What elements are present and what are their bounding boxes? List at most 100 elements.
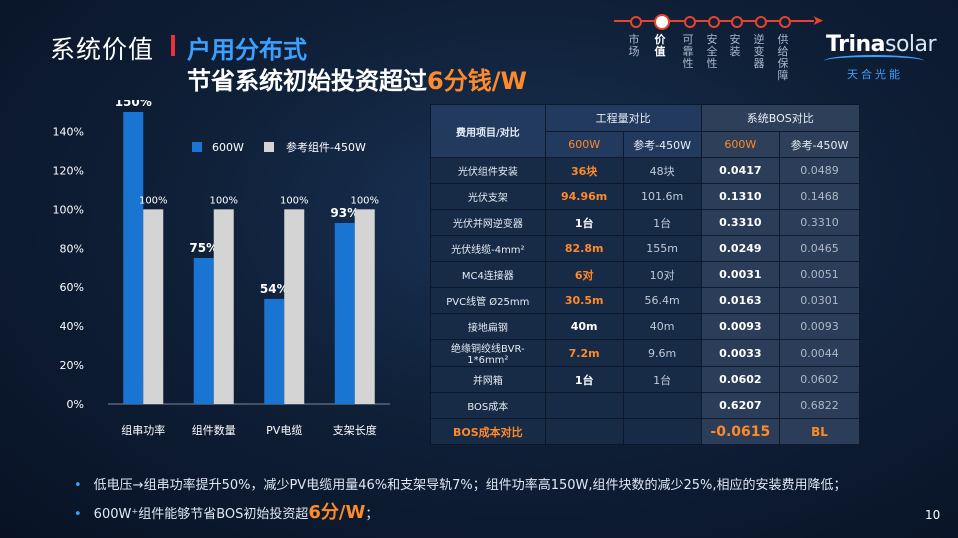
row-item-cell: MC4连接器 [430, 261, 546, 288]
row-header: 费用项目/对比 [430, 104, 546, 158]
bar-value-label: 75% [189, 241, 218, 255]
row-450w-qty-cell: 40m [622, 313, 702, 340]
bar-value-label: 100% [280, 195, 309, 206]
y-tick-label: 100% [53, 203, 84, 216]
stepper-label[interactable]: 安全性 [706, 33, 718, 70]
bos-comparison-table: 费用项目/对比 工程量对比 系统BOS对比 600W 参考-450W 600W … [430, 104, 861, 445]
bar-value-label: 100% [209, 195, 238, 206]
group-header-bos: 系统BOS对比 [700, 104, 861, 132]
row-600w-qty-cell: 7.2m [544, 339, 624, 367]
bar-ref-450w [284, 209, 305, 404]
row-item-cell: 光伏支架 [430, 183, 546, 210]
arrow-right-icon: ➤ [812, 13, 824, 29]
row-item-cell: BOS成本对比 [430, 418, 546, 445]
row-450w-qty-cell [622, 418, 702, 445]
stepper-dot[interactable] [684, 16, 696, 28]
row-item-cell: 光伏组件安装 [430, 157, 546, 184]
row-600w-qty-cell: 1台 [544, 366, 624, 393]
legend-swatch-600w [192, 142, 202, 152]
bullet-item: • 低电压→组串功率提升50%，减少PV电缆用量46%和支架导轨7%；组件功率高1… [74, 474, 847, 493]
bullet-suffix: ； [365, 507, 379, 522]
headline-prefix: 节省系统初始投资超过 [187, 67, 427, 95]
sub-header-600w-bos: 600W [700, 131, 781, 158]
legend-label: 600W [212, 141, 244, 154]
row-450w-qty-cell: 10对 [622, 261, 702, 288]
x-tick-label: 组件数量 [192, 423, 236, 437]
headline-highlight: 6分钱/W [427, 67, 527, 95]
stepper-label[interactable]: 逆变器 [753, 33, 765, 70]
stepper-label[interactable]: 价值 [654, 33, 666, 58]
row-item-cell: 绝缘铜绞线BVR-1*6mm² [430, 339, 546, 367]
row-600w-bos-cell: 0.3310 [700, 209, 781, 236]
row-450w-qty-cell: 1台 [622, 366, 702, 393]
stepper-label[interactable]: 可靠性 [682, 33, 694, 70]
row-600w-qty-cell: 82.8m [544, 235, 624, 262]
row-450w-qty-cell: 1台 [622, 209, 702, 236]
sub-header-450w-bos: 参考-450W [779, 131, 860, 158]
stepper-dot[interactable] [708, 16, 720, 28]
row-600w-bos-cell: 0.0033 [700, 339, 781, 367]
bar-value-label: 54% [260, 282, 289, 296]
page-number: 10 [925, 508, 941, 522]
table-row: 光伏并网逆变器 1台 1台 0.3310 0.3310 [430, 209, 860, 236]
row-450w-bos-cell: 0.6822 [779, 392, 860, 419]
stepper-label[interactable]: 市场 [628, 33, 640, 58]
stepper-dot[interactable] [755, 16, 767, 28]
y-tick-label: 40% [60, 320, 84, 333]
table-row: BOS成本对比 -0.0615 BL [430, 418, 860, 445]
row-450w-bos-cell: 0.3310 [779, 209, 860, 236]
row-450w-bos-cell: BL [779, 418, 860, 445]
table-body: 光伏组件安装 36块 48块 0.0417 0.0489 光伏支架 94.96m 101.6m… [430, 157, 860, 445]
row-450w-bos-cell: 0.0093 [779, 313, 860, 340]
row-600w-bos-cell: -0.0615 [700, 418, 781, 445]
row-600w-qty-cell: 6对 [544, 261, 624, 288]
table-row: PVC线管 Ø25mm 30.5m 56.4m 0.0163 0.0301 [430, 287, 860, 314]
x-tick-label: 组串功率 [121, 423, 165, 437]
stepper-dot[interactable] [731, 16, 743, 28]
row-450w-bos-cell: 0.0489 [779, 157, 860, 184]
row-450w-bos-cell: 0.0301 [779, 287, 860, 314]
bar-value-label: 93% [330, 206, 359, 220]
stepper-dot[interactable] [630, 16, 642, 28]
y-tick-label: 60% [60, 281, 84, 294]
row-600w-bos-cell: 0.0093 [700, 313, 781, 340]
bullet-text: 600W⁺组件能够节省BOS初始投资超 [93, 507, 309, 522]
bar-600w [193, 258, 214, 404]
row-450w-qty-cell [622, 392, 702, 419]
y-tick-label: 20% [60, 359, 84, 372]
row-450w-bos-cell: 0.0602 [779, 366, 860, 393]
page-title: 系统价值 [50, 35, 155, 64]
stepper-label[interactable]: 供给保障 [777, 33, 789, 82]
row-600w-qty-cell [544, 418, 624, 445]
logo-text-light: solar [885, 32, 937, 57]
y-tick-label: 80% [60, 242, 84, 255]
table-row: MC4连接器 6对 10对 0.0031 0.0051 [430, 261, 860, 288]
bullet-dot-icon: • [74, 507, 82, 522]
table-row: 光伏支架 94.96m 101.6m 0.1310 0.1468 [430, 183, 860, 210]
row-450w-bos-cell: 0.0465 [779, 235, 860, 262]
bar-value-label: 150% [115, 100, 152, 109]
row-600w-bos-cell: 0.0249 [700, 235, 781, 262]
bullet-item: • 600W⁺组件能够节省BOS初始投资超6分/W； [74, 498, 378, 524]
stepper-dot[interactable] [779, 16, 791, 28]
row-item-cell: 接地扁钢 [430, 313, 546, 340]
bar-ref-450w [143, 209, 164, 404]
bar-600w [123, 112, 144, 404]
headline: 节省系统初始投资超过6分钱/W [187, 61, 527, 96]
legend-label: 参考组件-450W [286, 140, 366, 154]
logo-arc-icon [824, 55, 924, 67]
y-tick-label: 140% [53, 125, 84, 138]
group-header-quantity: 工程量对比 [544, 104, 702, 132]
row-450w-qty-cell: 101.6m [622, 183, 702, 210]
stepper-dot[interactable] [654, 14, 670, 30]
bar-600w [334, 222, 355, 404]
row-450w-bos-cell: 0.0044 [779, 339, 860, 367]
table-row: 光伏组件安装 36块 48块 0.0417 0.0489 [430, 157, 860, 184]
row-600w-qty-cell: 30.5m [544, 287, 624, 314]
bullet-dot-icon: • [74, 478, 82, 493]
bar-ref-450w [213, 209, 234, 404]
sub-header-600w-qty: 600W [544, 131, 624, 158]
bar-value-label: 100% [139, 195, 168, 206]
stepper-label[interactable]: 安装 [729, 33, 741, 58]
row-600w-bos-cell: 0.0163 [700, 287, 781, 314]
